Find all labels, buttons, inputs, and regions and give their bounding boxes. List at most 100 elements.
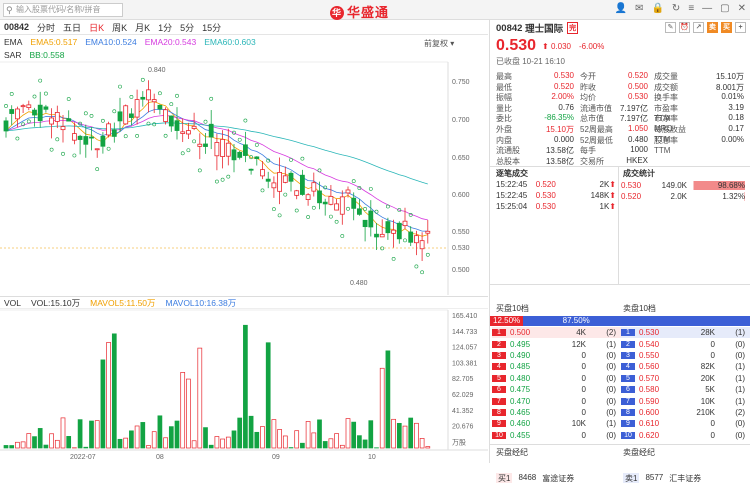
user-icon[interactable]: 👤 <box>615 3 627 14</box>
sar-dot <box>130 95 133 98</box>
sar-dot <box>90 114 93 117</box>
level-price: 0.500 <box>510 328 542 337</box>
alert-icon[interactable]: ⏰ <box>679 22 690 33</box>
sell-icon[interactable]: 卖 <box>707 22 718 33</box>
sar-dot <box>329 215 332 218</box>
volume-bar <box>380 368 384 448</box>
share-icon[interactable]: ↗ <box>693 22 704 33</box>
volume-bar <box>243 325 247 448</box>
price-change: ⬆ 0.030 <box>542 42 571 51</box>
note-icon[interactable]: ✎ <box>665 22 676 33</box>
quote-value: 0.520 <box>522 82 574 93</box>
candle-body <box>124 106 128 124</box>
dist-volume: 2.0K <box>649 192 687 201</box>
sar-dot <box>289 158 292 161</box>
level-qty: 210K <box>671 408 715 417</box>
sar-dot <box>369 187 372 190</box>
add-favorite-icon[interactable]: + <box>735 22 746 33</box>
dist-pct: 1.32% <box>693 192 745 201</box>
sar-dot <box>124 135 127 138</box>
tick-qty: 2K <box>566 180 610 191</box>
up-arrow-icon: ⬆ <box>609 180 616 191</box>
candle-body <box>392 230 396 233</box>
volume-bar <box>21 442 25 448</box>
volume-bar <box>340 445 344 448</box>
mail-icon[interactable]: ✉ <box>635 3 643 14</box>
buy-icon[interactable]: 买 <box>721 22 732 33</box>
volume-bar <box>363 440 367 448</box>
close-icon[interactable]: ✕ <box>738 3 746 14</box>
sar-dot <box>335 220 338 223</box>
volume-bar <box>352 422 356 448</box>
volume-bar <box>147 446 151 448</box>
level-qty: 28K <box>671 328 715 337</box>
level-number: 5 <box>492 375 506 382</box>
candle-body <box>409 232 413 242</box>
level-qty: 10K <box>671 397 715 406</box>
sar-dot <box>426 253 429 256</box>
candlestick-chart[interactable]: 0.750 0.700 0.650 0.600 0.550 0.530 0.50… <box>0 0 489 463</box>
quote-value: 15.10万 <box>522 124 574 135</box>
sar-dot <box>375 210 378 213</box>
volume-bar <box>238 418 242 448</box>
lock-icon[interactable]: 🔒 <box>651 3 663 14</box>
vol-axis-label: 41.352 <box>452 408 474 415</box>
level-number: 1 <box>621 329 635 336</box>
vol-label[interactable]: VOL <box>4 298 21 308</box>
quote-label: 换手率 <box>648 92 694 103</box>
candle-body <box>266 179 270 181</box>
candle-body <box>147 90 151 100</box>
level-count: (1) <box>715 362 745 371</box>
market-status: 已收盘 10-21 16:10 <box>490 56 750 68</box>
dist-title: 成交统计 <box>623 168 655 179</box>
quote-value: 15.10万 <box>694 71 744 82</box>
menu-icon[interactable]: ≡ <box>688 3 694 14</box>
candle-body <box>426 231 430 233</box>
volume-bar <box>4 445 8 448</box>
refresh-icon[interactable]: ↻ <box>672 3 680 14</box>
sar-dot <box>301 157 304 160</box>
volume-bar <box>124 438 128 448</box>
bid-ask-ratio-bar: 12.50% 87.50% <box>490 316 750 326</box>
sar-dot <box>261 189 264 192</box>
maximize-icon[interactable]: ▢ <box>720 3 729 14</box>
sar-dot <box>44 92 47 95</box>
volume-bar <box>403 426 407 448</box>
vol-axis-label: 62.029 <box>452 392 474 399</box>
sar-dot <box>61 152 64 155</box>
minimize-icon[interactable]: — <box>702 3 712 14</box>
sar-dot <box>318 169 321 172</box>
level-number: 10 <box>492 432 506 439</box>
price-change-pct: -6.00% <box>579 42 604 51</box>
mavol10-value: MAVOL10:16.38万 <box>166 297 237 309</box>
sar-dot <box>4 104 7 107</box>
sar-dot <box>221 178 224 181</box>
candle-body <box>283 176 287 183</box>
level-count: (0) <box>715 419 745 428</box>
